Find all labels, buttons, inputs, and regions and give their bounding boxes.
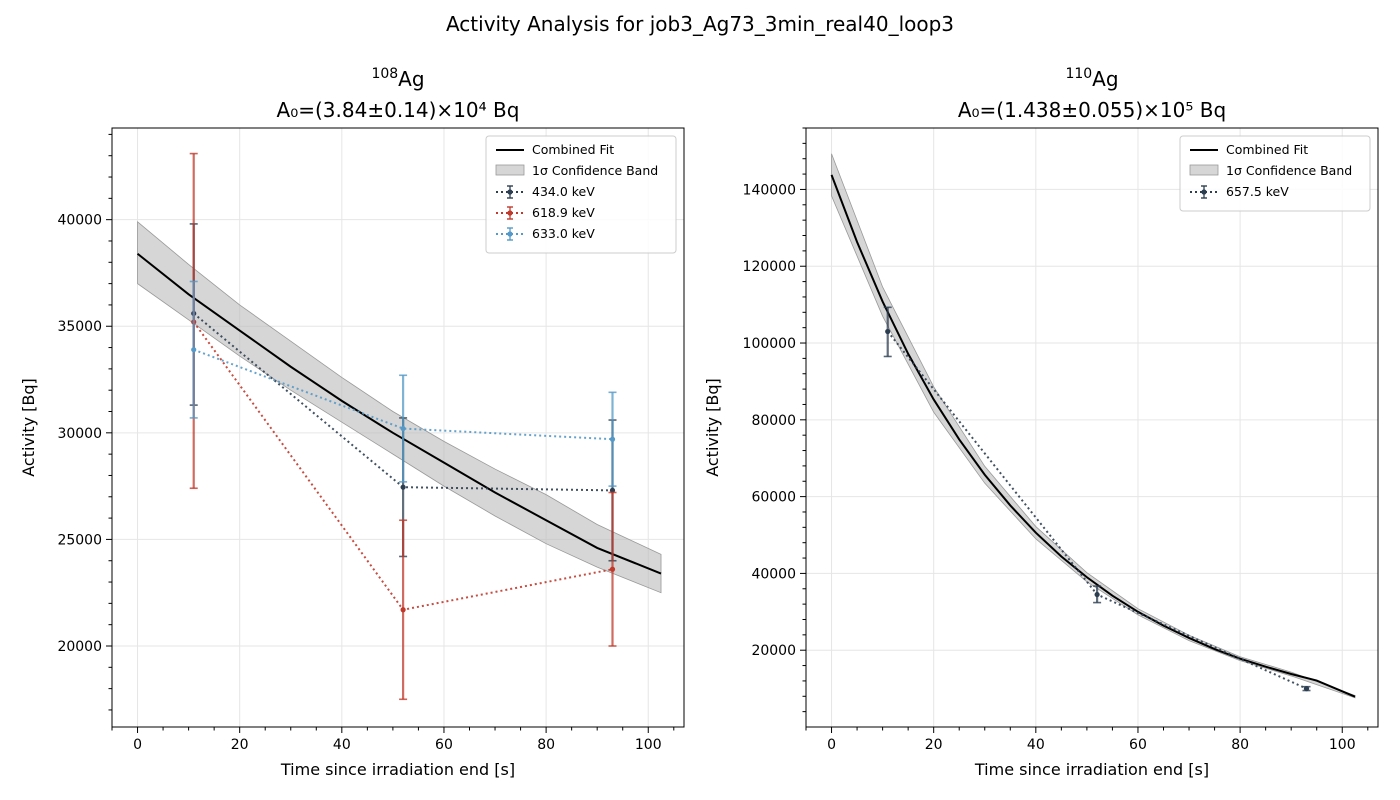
- chart2-frame: [805, 127, 1379, 728]
- chart1-y-tick-label: 30000: [57, 426, 102, 442]
- chart1-series-3-point: [191, 347, 197, 353]
- chart2-series-1-point: [1303, 686, 1310, 692]
- chart2-fit-line: [830, 174, 1356, 698]
- chart2-series-1-point: [885, 328, 891, 335]
- chart2-y-tick-label: 120000: [743, 259, 796, 275]
- chart1-panel: 108Ag A₀=(3.84±0.14)×10⁴ Bq 0 20 40 60 80 100 20…: [19, 66, 685, 779]
- chart1-y-tick-label: 40000: [57, 213, 102, 229]
- chart1-x-tick-label: 60: [435, 737, 453, 753]
- chart1-title-mass: 108: [371, 66, 398, 82]
- chart1-x-axis-label: Time since irradiation end [s]: [280, 760, 515, 779]
- chart1-series-2-point: [400, 607, 406, 613]
- chart1-series-1-line: [193, 312, 613, 492]
- chart1-series-1-point: [609, 487, 616, 493]
- chart1-title-symbol: Ag: [398, 67, 424, 91]
- chart1-y-tick-label: 25000: [57, 532, 102, 548]
- chart2-confidence-band: [831, 153, 1356, 699]
- chart2-title-symbol: Ag: [1092, 67, 1118, 91]
- chart2-y-tick-label: 140000: [743, 182, 796, 198]
- chart2-x-tick-label: 0: [827, 737, 836, 753]
- chart1-fit-line: [136, 252, 662, 575]
- chart1-x-tick-label: 0: [133, 737, 142, 753]
- chart2-y-tick-label: 20000: [751, 643, 796, 659]
- chart1-y-tick-label: 20000: [57, 639, 102, 655]
- chart1-x-tick-label: 80: [537, 737, 555, 753]
- chart2-x-tick-label: 100: [1329, 737, 1356, 753]
- chart1-legend-fit-label: Combined Fit: [532, 142, 614, 157]
- chart1-title-isotope: 108Ag: [371, 66, 424, 91]
- chart2-series-1-point: [1094, 591, 1100, 598]
- chart2-title-isotope: 110Ag: [1065, 66, 1118, 91]
- chart1-y-tick-label: 35000: [57, 319, 102, 335]
- chart2-y-axis-label: Activity [Bq]: [703, 378, 722, 477]
- chart1-legend-band-label: 1σ Confidence Band: [532, 163, 658, 178]
- chart1-title-activity: A₀=(3.84±0.14)×10⁴ Bq: [277, 98, 520, 122]
- chart1-legend-series-2-label: 618.9 keV: [532, 205, 595, 220]
- chart1-plot-area: [136, 152, 662, 701]
- chart2-y-tick-label: 60000: [751, 490, 796, 506]
- chart1-confidence-band: [137, 220, 662, 594]
- chart2-x-tick-label: 60: [1129, 737, 1147, 753]
- chart2-legend-series-1-label: 657.5 keV: [1226, 184, 1289, 199]
- chart1-legend-series-2-marker: [507, 210, 513, 216]
- chart2-legend-fit-label: Combined Fit: [1226, 142, 1308, 157]
- chart1-legend-series-3-label: 633.0 keV: [532, 226, 595, 241]
- chart1-series-3-point: [400, 425, 406, 432]
- figure-title: Activity Analysis for job3_Ag73_3min_rea…: [445, 12, 955, 36]
- chart2-title-mass: 110: [1065, 66, 1092, 82]
- chart2-plot-area: [830, 153, 1356, 699]
- chart1-x-tick-label: 100: [635, 737, 662, 753]
- chart2-y-tick-label: 80000: [751, 413, 796, 429]
- chart2-legend-band-swatch: [1189, 164, 1219, 176]
- chart1-legend: Combined Fit 1σ Confidence Band 434.0 keV 6…: [485, 135, 677, 254]
- chart2-series-1-line: [886, 330, 1307, 690]
- chart1-y-axis-label: Activity [Bq]: [19, 378, 38, 477]
- chart1-legend-series-1-label: 434.0 keV: [532, 184, 595, 199]
- chart2-x-tick-label: 20: [925, 737, 943, 753]
- chart1-x-tick-label: 40: [333, 737, 351, 753]
- chart1-x-tick-label: 20: [231, 737, 249, 753]
- chart2-y-tick-label: 100000: [743, 336, 796, 352]
- chart1-series-2-point: [609, 566, 616, 572]
- chart1-legend-band-swatch: [495, 164, 525, 176]
- chart1-series-1-point: [400, 484, 406, 490]
- chart1-legend-series-1-marker: [507, 189, 513, 195]
- chart1-legend-box: [485, 135, 677, 254]
- chart2-title-activity: A₀=(1.438±0.055)×10⁵ Bq: [958, 98, 1226, 122]
- chart1-legend-series-3-marker: [507, 231, 513, 237]
- chart2-x-tick-label: 40: [1027, 737, 1045, 753]
- chart2-legend: Combined Fit 1σ Confidence Band 657.5 keV: [1179, 135, 1371, 212]
- chart2-x-axis-label: Time since irradiation end [s]: [974, 760, 1209, 779]
- chart2-panel: 110Ag A₀=(1.438±0.055)×10⁵ Bq 0 20 40 60 80 100…: [703, 66, 1379, 779]
- chart2-legend-box: [1179, 135, 1371, 212]
- chart2-legend-series-1-marker: [1201, 189, 1207, 195]
- chart1-frame: [111, 127, 685, 728]
- chart1-series-3-point: [609, 436, 616, 442]
- chart2-legend-band-label: 1σ Confidence Band: [1226, 163, 1352, 178]
- chart2-y-tick-label: 40000: [751, 566, 796, 582]
- chart2-x-tick-label: 80: [1231, 737, 1249, 753]
